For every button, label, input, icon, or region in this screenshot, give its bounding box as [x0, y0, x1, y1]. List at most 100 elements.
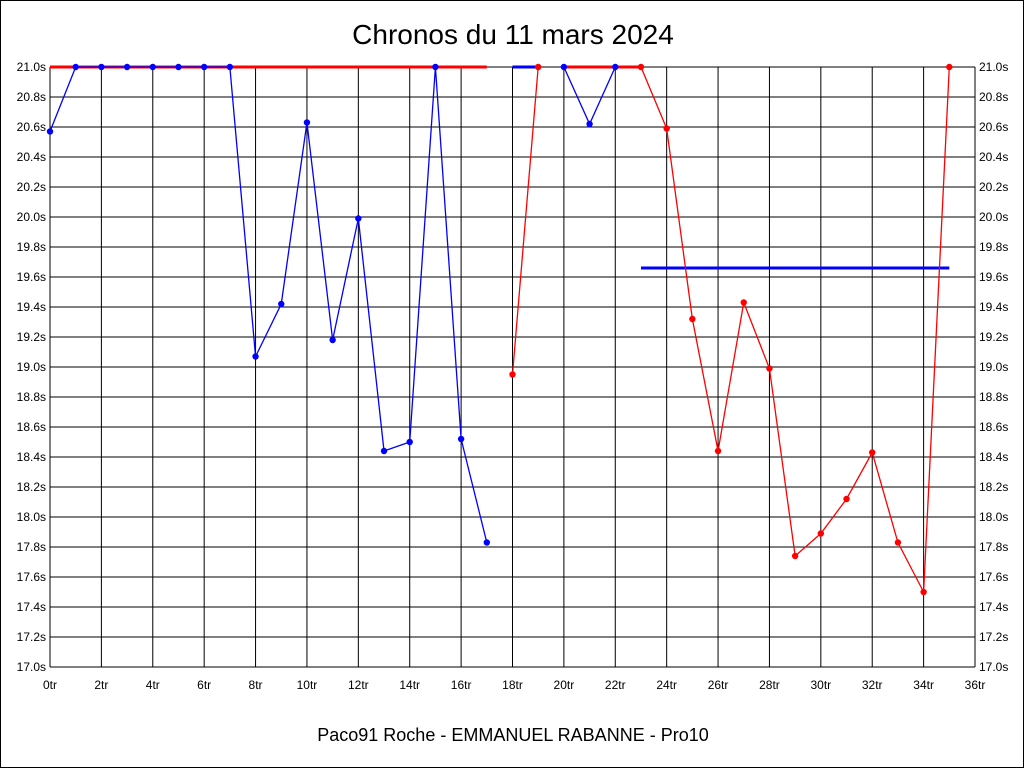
x-tick-label: 34tr — [913, 678, 934, 692]
series-layer — [46, 63, 953, 596]
y-tick-label-right: 18.8s — [979, 390, 1008, 404]
x-tick-label: 32tr — [862, 678, 883, 692]
x-tick-label: 2tr — [94, 678, 108, 692]
y-tick-label-right: 19.2s — [979, 330, 1008, 344]
y-tick-label-left: 19.8s — [17, 240, 46, 254]
data-point — [175, 63, 182, 71]
x-tick-label: 24tr — [656, 678, 677, 692]
data-point — [278, 300, 285, 308]
data-point — [483, 539, 491, 546]
data-point — [457, 435, 465, 443]
y-tick-label-right: 20.8s — [979, 90, 1008, 104]
y-tick-label-right: 20.0s — [979, 210, 1008, 224]
x-tick-label: 8tr — [249, 678, 263, 692]
series-line — [49, 66, 488, 543]
data-point — [894, 539, 902, 546]
y-tick-label-left: 20.6s — [17, 120, 46, 134]
data-point — [689, 315, 696, 323]
data-point — [791, 552, 799, 560]
series-line — [640, 66, 950, 595]
data-point — [149, 63, 156, 71]
y-tick-label-right: 18.0s — [979, 510, 1008, 524]
x-tick-label: 20tr — [554, 678, 575, 692]
y-tick-label-right: 18.4s — [979, 450, 1008, 464]
tick-layer: 0tr 2tr 4tr 6tr 8tr 10tr 12tr 14tr 16tr 18tr 20tr 2… — [17, 60, 1009, 692]
data-point — [303, 119, 311, 126]
y-tick-label-left: 19.2s — [17, 330, 46, 344]
y-tick-label-left: 19.4s — [17, 300, 46, 314]
data-point — [509, 371, 516, 378]
data-point — [586, 120, 593, 128]
y-tick-label-right: 18.2s — [979, 480, 1008, 494]
data-point — [560, 63, 568, 71]
y-tick-label-left: 17.6s — [17, 570, 46, 584]
x-tick-label: 10tr — [297, 678, 318, 692]
data-point — [869, 449, 876, 456]
data-point — [637, 63, 645, 71]
x-tick-label: 28tr — [759, 678, 780, 692]
x-tick-label: 30tr — [810, 678, 831, 692]
x-tick-label: 12tr — [348, 678, 369, 692]
y-tick-label-right: 20.6s — [979, 120, 1008, 134]
y-tick-label-right: 17.2s — [979, 630, 1008, 644]
series-line — [511, 66, 539, 375]
data-point — [98, 63, 105, 71]
data-point — [123, 63, 131, 71]
data-point — [612, 63, 619, 71]
data-point — [432, 63, 439, 71]
y-tick-label-left: 20.4s — [17, 150, 46, 164]
data-point — [766, 365, 773, 372]
y-tick-label-right: 19.4s — [979, 300, 1008, 314]
data-point — [355, 215, 362, 222]
x-tick-label: 0tr — [43, 678, 57, 692]
data-point — [714, 447, 722, 455]
data-point — [817, 530, 825, 537]
x-tick-label: 22tr — [605, 678, 626, 692]
data-point — [329, 336, 336, 344]
data-point — [252, 353, 259, 360]
y-tick-label-right: 20.2s — [979, 180, 1008, 194]
y-tick-label-left: 18.2s — [17, 480, 46, 494]
y-tick-label-left: 20.0s — [17, 210, 46, 224]
x-tick-label: 18tr — [502, 678, 523, 692]
data-point — [740, 299, 747, 306]
y-tick-label-left: 18.0s — [17, 510, 46, 524]
y-tick-label-right: 17.6s — [979, 570, 1008, 584]
y-tick-label-right: 19.8s — [979, 240, 1008, 254]
data-point — [946, 63, 953, 71]
y-tick-label-right: 21.0s — [979, 60, 1008, 74]
y-tick-label-right: 19.6s — [979, 270, 1008, 284]
y-tick-label-left: 19.0s — [17, 360, 46, 374]
y-tick-label-left: 17.8s — [17, 540, 46, 554]
y-tick-label-left: 19.6s — [17, 270, 46, 284]
y-tick-label-left: 18.8s — [17, 390, 46, 404]
data-point — [843, 495, 850, 503]
y-tick-label-right: 20.4s — [979, 150, 1008, 164]
y-tick-label-left: 18.6s — [17, 420, 46, 434]
data-point — [663, 125, 670, 132]
grid-layer — [49, 66, 976, 668]
y-tick-label-right: 19.0s — [979, 360, 1008, 374]
y-tick-label-left: 17.2s — [17, 630, 46, 644]
chart-title: Chronos du 11 mars 2024 — [352, 19, 674, 50]
y-tick-label-left: 17.0s — [17, 660, 46, 674]
data-point — [226, 63, 234, 71]
x-tick-label: 16tr — [451, 678, 472, 692]
chart-footer: Paco91 Roche - EMMANUEL RABANNE - Pro10 — [317, 725, 708, 745]
x-tick-label: 6tr — [197, 678, 211, 692]
data-point — [380, 447, 388, 455]
data-point — [72, 63, 79, 71]
y-tick-label-left: 20.8s — [17, 90, 46, 104]
x-tick-label: 36tr — [965, 678, 986, 692]
y-tick-label-right: 17.0s — [979, 660, 1008, 674]
data-point — [406, 438, 413, 446]
data-point — [200, 63, 208, 71]
y-tick-label-left: 18.4s — [17, 450, 46, 464]
y-tick-label-left: 20.2s — [17, 180, 46, 194]
data-point — [46, 128, 54, 135]
data-point — [920, 588, 927, 596]
y-tick-label-right: 18.6s — [979, 420, 1008, 434]
y-tick-label-right: 17.8s — [979, 540, 1008, 554]
